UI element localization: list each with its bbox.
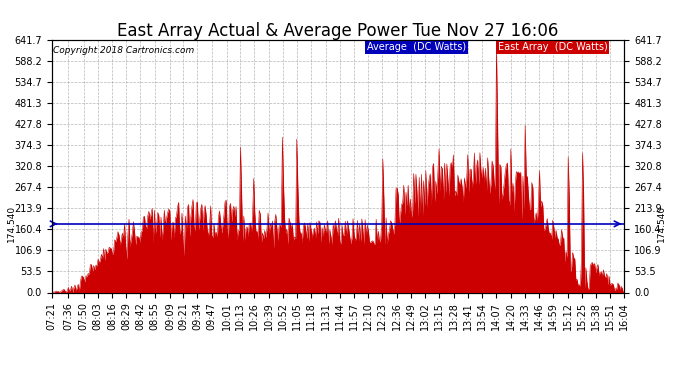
Text: 174.540: 174.540 [657,205,666,242]
Text: Copyright 2018 Cartronics.com: Copyright 2018 Cartronics.com [53,46,194,56]
Title: East Array Actual & Average Power Tue Nov 27 16:06: East Array Actual & Average Power Tue No… [117,22,559,40]
Text: 174.540: 174.540 [7,205,16,242]
